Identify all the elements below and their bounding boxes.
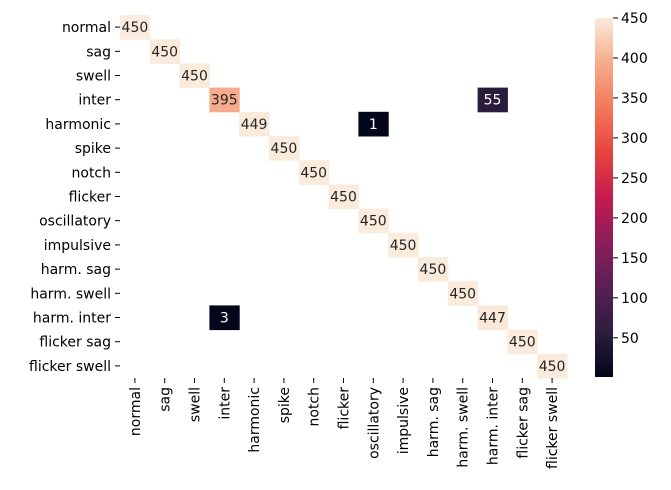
heatmap-cell	[120, 15, 151, 40]
heatmap-cell	[418, 257, 449, 282]
cell-value-label: 449	[241, 117, 268, 133]
cell-value-label: 450	[300, 165, 327, 181]
x-tick-label: swell	[188, 387, 204, 422]
cell-value-label: 450	[360, 214, 387, 230]
y-tick-label: spike	[75, 141, 111, 157]
colorbar-tick-label: 100	[621, 291, 648, 307]
heatmap-cell	[447, 281, 479, 306]
x-tick-label: sag	[158, 387, 174, 412]
cell-value-label: 450	[122, 20, 149, 36]
colorbar-tick-label: 150	[621, 251, 648, 267]
y-tick-label: harmonic	[45, 117, 111, 133]
cell-value-label: 1	[369, 117, 378, 133]
colorbar-tick-label: 450	[621, 11, 648, 27]
cell-value-label: 450	[271, 141, 298, 157]
colorbar-tick-label: 50	[621, 331, 639, 347]
x-tick-label: harm. inter	[486, 387, 502, 465]
cell-value-label: 3	[220, 311, 229, 327]
x-tick-label: flicker sag	[515, 387, 531, 459]
x-tick-label: notch	[307, 387, 323, 427]
colorbar-tick-label: 400	[621, 51, 648, 67]
y-tick-label: harm. sag	[41, 262, 111, 278]
y-tick-label: flicker	[69, 190, 112, 206]
cell-value-label: 447	[479, 311, 506, 327]
cell-value-label: 55	[484, 93, 502, 109]
x-tick-label: flicker	[337, 387, 353, 430]
heatmap-cell	[298, 160, 330, 185]
y-tick-label: notch	[72, 165, 112, 181]
x-axis: normal sag swell inter harmonic spike notch fli…	[128, 378, 561, 469]
heatmap-cell	[358, 208, 389, 234]
colorbar-gradient	[595, 18, 613, 377]
x-tick-label: harm. swell	[456, 387, 472, 468]
cell-value-label: 450	[330, 190, 357, 206]
x-tick-label: harm. sag	[426, 387, 442, 457]
heatmap-cell	[358, 111, 389, 137]
cell-value-label: 450	[151, 44, 178, 60]
y-tick-label: harm. inter	[33, 311, 111, 327]
cell-value-label: 395	[211, 93, 238, 109]
x-tick-label: flicker swell	[545, 387, 561, 469]
y-tick-label: inter	[78, 93, 111, 109]
heatmap-cell	[149, 39, 181, 64]
y-tick-label: flicker sag	[39, 335, 111, 351]
y-tick-label: oscillatory	[39, 214, 111, 230]
cell-value-label: 450	[181, 69, 208, 85]
y-axis: normal sag swell inter harmonic spike notch fli…	[29, 20, 120, 375]
colorbar-tick-label: 300	[621, 131, 648, 147]
x-tick-label: oscillatory	[366, 387, 382, 459]
y-tick-label: impulsive	[44, 238, 111, 254]
cell-value-label: 450	[420, 262, 447, 278]
heatmap-cell	[477, 87, 508, 113]
y-tick-label: swell	[76, 69, 111, 85]
x-tick-label: spike	[277, 387, 293, 423]
colorbar-tick-label: 200	[621, 211, 648, 227]
cell-value-label: 450	[390, 238, 417, 254]
colorbar-tick-label: 350	[621, 91, 648, 107]
heatmap-cell	[179, 63, 210, 89]
y-tick-label: sag	[86, 44, 111, 60]
x-tick-label: impulsive	[396, 387, 412, 454]
x-tick-label: normal	[128, 387, 144, 436]
heatmap-cell	[388, 232, 419, 258]
y-tick-label: normal	[62, 20, 111, 36]
heatmap-cell	[477, 305, 508, 331]
cell-value-label: 450	[449, 286, 476, 302]
x-tick-label: harmonic	[247, 387, 263, 453]
y-tick-label: flicker swell	[29, 359, 111, 375]
colorbar: 50 100 150 200 250 300 350 400 450	[595, 11, 648, 377]
x-tick-label: inter	[217, 387, 233, 420]
colorbar-tick-label: 250	[621, 171, 648, 187]
heatmap-cell	[269, 136, 300, 161]
y-tick-label: harm. swell	[30, 286, 111, 302]
heatmap-cell	[537, 353, 568, 379]
cell-value-label: 450	[509, 335, 536, 351]
heatmap-cell	[209, 87, 240, 113]
heatmap-cell	[239, 111, 270, 137]
cell-value-label: 450	[539, 359, 566, 375]
heatmap-cell	[507, 329, 538, 355]
heatmap-cell	[328, 184, 359, 210]
heatmap-cell	[209, 305, 240, 331]
